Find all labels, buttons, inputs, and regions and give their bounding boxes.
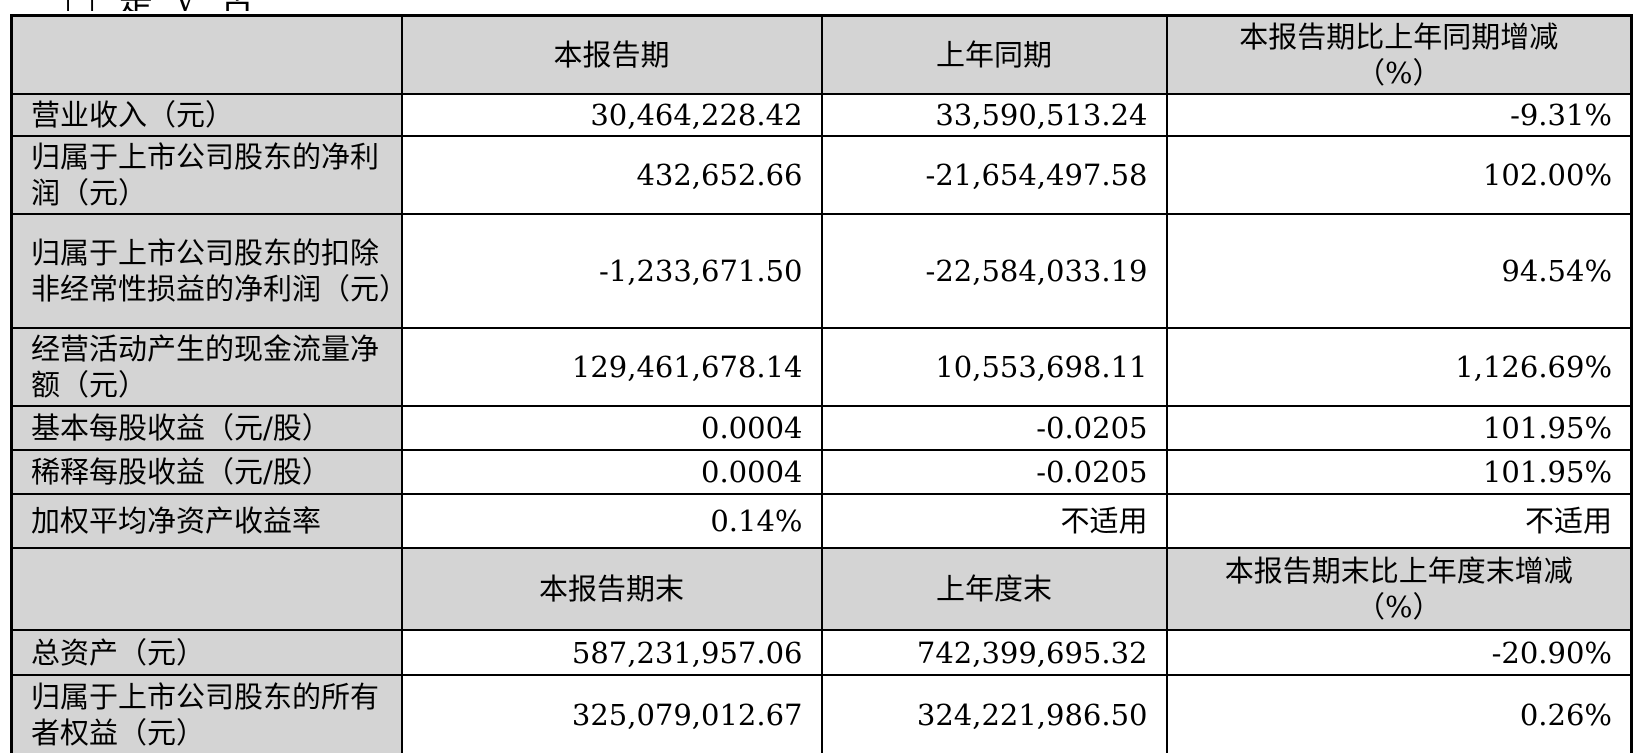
row-prior-value: 10,553,698.11 bbox=[820, 327, 1168, 407]
header-current-period: 本报告期 bbox=[400, 14, 823, 95]
header-prior-year-end: 上年度末 bbox=[820, 547, 1168, 631]
row-prior-value: 324,221,986.50 bbox=[820, 674, 1168, 753]
row-label: 稀释每股收益（元/股） bbox=[10, 449, 403, 495]
header-current-period-end: 本报告期末 bbox=[400, 547, 823, 631]
header-change-line2: （%） bbox=[1355, 590, 1442, 624]
table-row-weighted-avg-roe: 加权平均净资产收益率 0.14% 不适用 不适用 bbox=[10, 493, 1633, 549]
row-label: 归属于上市公司股东的扣除非经常性损益的净利润（元） bbox=[10, 213, 403, 329]
header-prior-period: 上年同期 bbox=[820, 14, 1168, 95]
row-label: 总资产（元） bbox=[10, 629, 403, 676]
table-row-shareholders-equity: 归属于上市公司股东的所有者权益（元） 325,079,012.67 324,22… bbox=[10, 674, 1633, 753]
table-row-basic-eps: 基本每股收益（元/股） 0.0004 -0.0205 101.95% bbox=[10, 405, 1633, 451]
header-blank-cell bbox=[10, 547, 403, 631]
row-prior-value: 不适用 bbox=[820, 493, 1168, 549]
table-row-diluted-eps: 稀释每股收益（元/股） 0.0004 -0.0205 101.95% bbox=[10, 449, 1633, 495]
row-current-value: 432,652.66 bbox=[400, 135, 823, 215]
row-prior-value: 33,590,513.24 bbox=[820, 93, 1168, 137]
table-row-revenue: 营业收入（元） 30,464,228.42 33,590,513.24 -9.3… bbox=[10, 93, 1633, 137]
row-prior-value: -0.0205 bbox=[820, 405, 1168, 451]
row-prior-value: -0.0205 bbox=[820, 449, 1168, 495]
row-current-value: 325,079,012.67 bbox=[400, 674, 823, 753]
row-change-value: 不适用 bbox=[1165, 493, 1633, 549]
row-label: 经营活动产生的现金流量净额（元） bbox=[10, 327, 403, 407]
header-blank-cell bbox=[10, 14, 403, 95]
header-row-period-end: 本报告期末 上年度末 本报告期末比上年度末增减 （%） bbox=[10, 547, 1633, 631]
header-change-period-end: 本报告期末比上年度末增减 （%） bbox=[1165, 547, 1633, 631]
financial-summary-table: 本报告期 上年同期 本报告期比上年同期增减 （%） 营业收入（元） 30,464… bbox=[10, 14, 1633, 753]
table-row-net-profit-excl-nonrecurring: 归属于上市公司股东的扣除非经常性损益的净利润（元） -1,233,671.50 … bbox=[10, 213, 1633, 329]
row-current-value: -1,233,671.50 bbox=[400, 213, 823, 329]
row-change-value: 1,126.69% bbox=[1165, 327, 1633, 407]
table-row-total-assets: 总资产（元） 587,231,957.06 742,399,695.32 -20… bbox=[10, 629, 1633, 676]
table-row-net-profit: 归属于上市公司股东的净利润（元） 432,652.66 -21,654,497.… bbox=[10, 135, 1633, 215]
row-current-value: 129,461,678.14 bbox=[400, 327, 823, 407]
row-current-value: 0.14% bbox=[400, 493, 823, 549]
row-current-value: 0.0004 bbox=[400, 405, 823, 451]
row-change-value: 101.95% bbox=[1165, 405, 1633, 451]
cut-off-text-fragment: □ 是 √ 否 bbox=[64, 0, 324, 11]
row-label: 归属于上市公司股东的所有者权益（元） bbox=[10, 674, 403, 753]
header-change-line1: 本报告期比上年同期增减 bbox=[1239, 20, 1559, 54]
cut-off-text: □ 是 √ 否 bbox=[64, 0, 324, 11]
header-row-period: 本报告期 上年同期 本报告期比上年同期增减 （%） bbox=[10, 14, 1633, 95]
row-label: 营业收入（元） bbox=[10, 93, 403, 137]
row-prior-value: -22,584,033.19 bbox=[820, 213, 1168, 329]
row-change-value: 94.54% bbox=[1165, 213, 1633, 329]
row-label: 加权平均净资产收益率 bbox=[10, 493, 403, 549]
row-current-value: 587,231,957.06 bbox=[400, 629, 823, 676]
row-label: 归属于上市公司股东的净利润（元） bbox=[10, 135, 403, 215]
row-change-value: 102.00% bbox=[1165, 135, 1633, 215]
row-change-value: -20.90% bbox=[1165, 629, 1633, 676]
row-prior-value: 742,399,695.32 bbox=[820, 629, 1168, 676]
row-prior-value: -21,654,497.58 bbox=[820, 135, 1168, 215]
table-row-operating-cash-flow: 经营活动产生的现金流量净额（元） 129,461,678.14 10,553,6… bbox=[10, 327, 1633, 407]
row-label: 基本每股收益（元/股） bbox=[10, 405, 403, 451]
header-change-line1: 本报告期末比上年度末增减 bbox=[1224, 554, 1573, 588]
row-change-value: 0.26% bbox=[1165, 674, 1633, 753]
header-change-line2: （%） bbox=[1355, 56, 1442, 90]
row-current-value: 0.0004 bbox=[400, 449, 823, 495]
header-change-period: 本报告期比上年同期增减 （%） bbox=[1165, 14, 1633, 95]
row-change-value: -9.31% bbox=[1165, 93, 1633, 137]
row-change-value: 101.95% bbox=[1165, 449, 1633, 495]
row-current-value: 30,464,228.42 bbox=[400, 93, 823, 137]
